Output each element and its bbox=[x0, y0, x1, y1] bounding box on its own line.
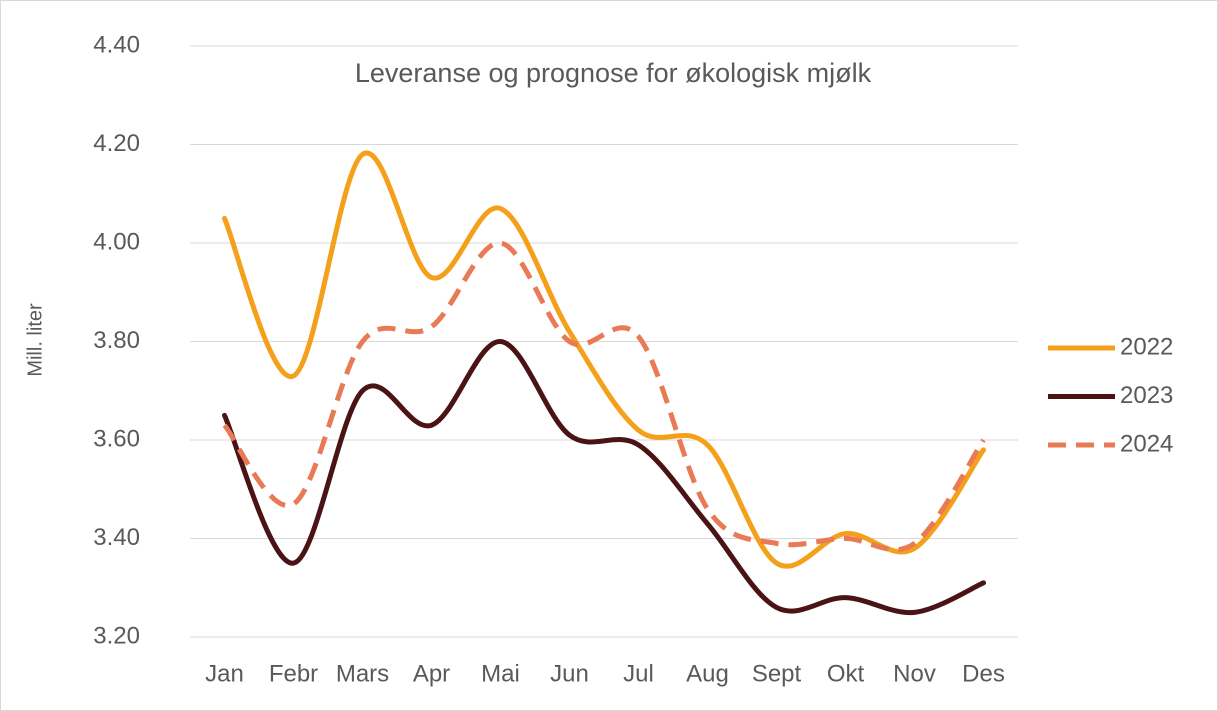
y-tick-label: 3.80 bbox=[93, 327, 140, 354]
y-tick-label: 3.60 bbox=[93, 425, 140, 452]
x-tick-label: Apr bbox=[413, 660, 450, 687]
x-tick-label: Jan bbox=[205, 660, 244, 687]
y-tick-label: 4.00 bbox=[93, 228, 140, 255]
y-tick-label: 4.20 bbox=[93, 130, 140, 157]
y-axis-label: Mill. liter bbox=[24, 303, 46, 377]
line-series bbox=[222, 150, 986, 569]
legend-label: 2023 bbox=[1120, 382, 1173, 409]
x-tick-label: Febr bbox=[269, 660, 318, 687]
x-tick-label: Mai bbox=[481, 660, 520, 687]
x-tick-label: Aug bbox=[686, 660, 729, 687]
x-tick-label: Sept bbox=[752, 660, 802, 687]
chart-title: Leveranse og prognose for økologisk mjøl… bbox=[355, 58, 872, 88]
line-series bbox=[222, 240, 986, 553]
x-tick-label: Mars bbox=[336, 660, 389, 687]
y-tick-label: 4.40 bbox=[93, 31, 140, 58]
legend-label: 2024 bbox=[1120, 430, 1173, 457]
x-tick-label: Jul bbox=[623, 660, 654, 687]
legend-label: 2022 bbox=[1120, 333, 1173, 360]
x-tick-label: Okt bbox=[827, 660, 865, 687]
x-tick-label: Des bbox=[962, 660, 1005, 687]
line-series bbox=[222, 339, 986, 616]
x-tick-label: Jun bbox=[550, 660, 589, 687]
y-tick-label: 3.40 bbox=[93, 524, 140, 551]
y-tick-label: 3.20 bbox=[93, 622, 140, 649]
x-tick-label: Nov bbox=[893, 660, 936, 687]
